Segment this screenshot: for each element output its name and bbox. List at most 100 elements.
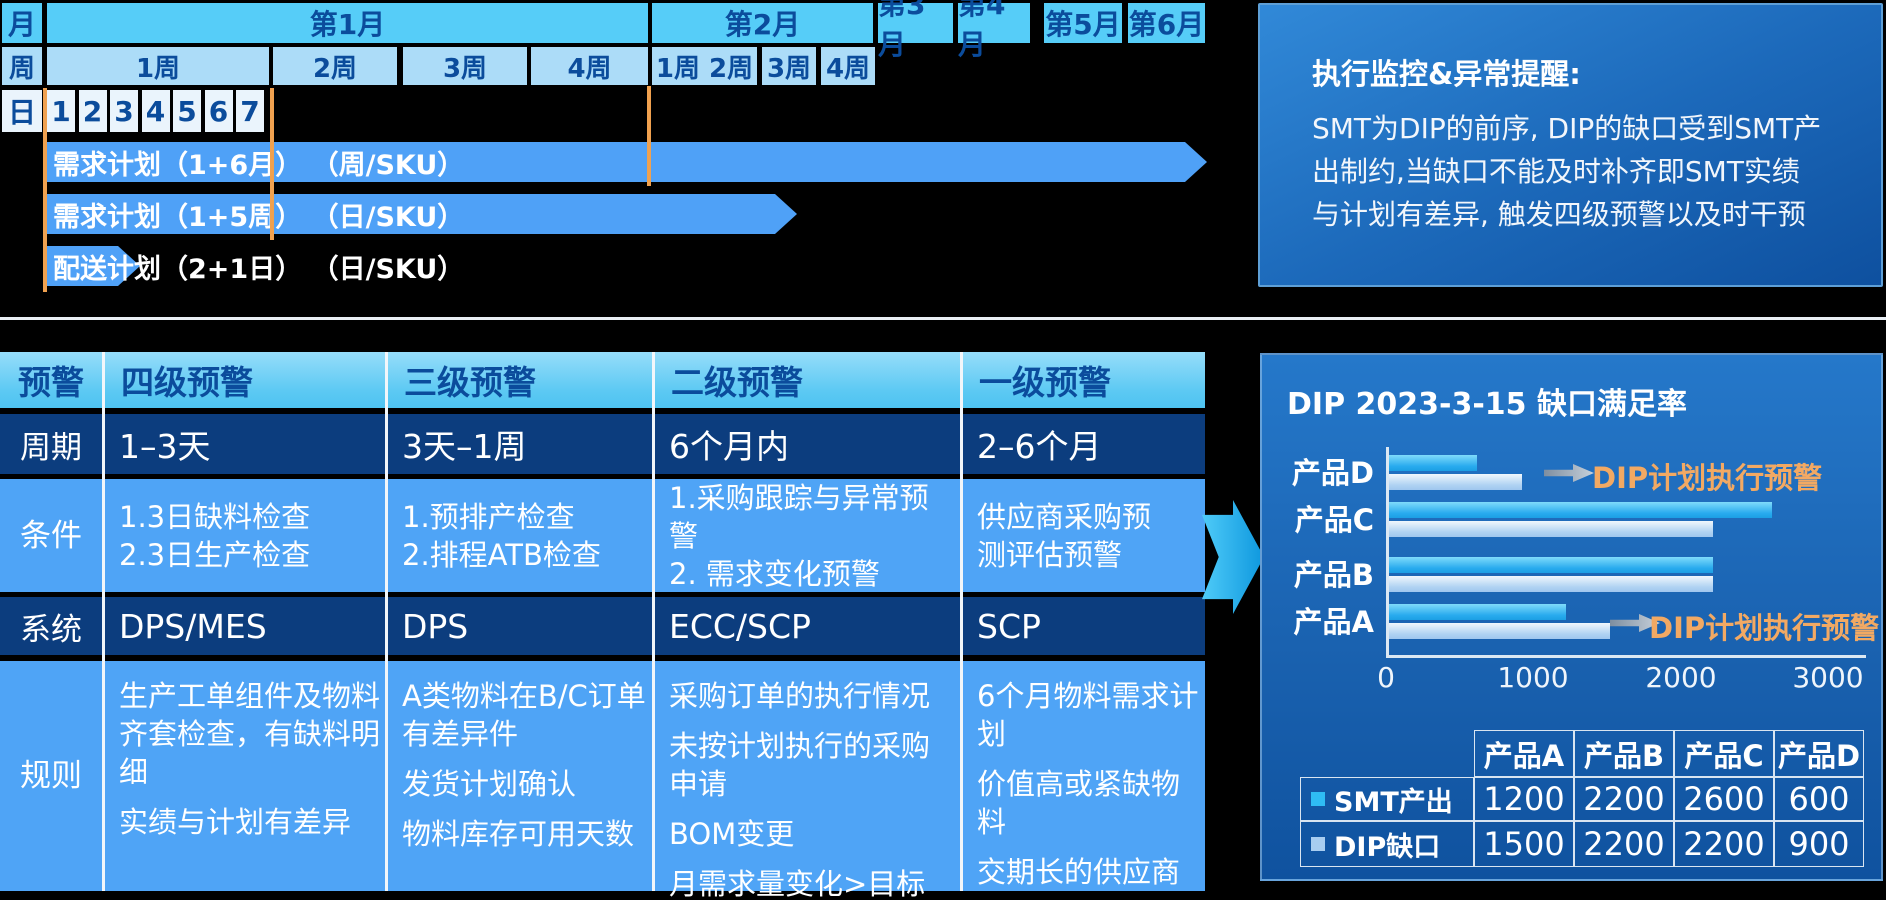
warning-cell: 1–3天 <box>105 414 385 474</box>
flow-arrow-icon <box>1202 500 1264 614</box>
bar-smt <box>1389 557 1713 573</box>
warning-rule-item: A类物料在B/C订单有差异件 <box>402 679 646 751</box>
gantt-plan-bar-label: 需求计划（1+6月） （周/SKU） <box>53 149 465 181</box>
warning-rule-item: 实绩与计划有差异 <box>119 805 352 839</box>
warning-cell: 采购订单的执行情况未按计划执行的采购申请 BOM变更月需求量变化>目标 <box>655 661 960 900</box>
warning-rule-item: 物料库存可用天数 <box>402 817 635 851</box>
bar-dip <box>1389 474 1522 490</box>
warning-cell: 6个月内 <box>655 414 960 474</box>
warning-cell: DPS <box>388 597 652 655</box>
x-tick-label: 2000 <box>1645 661 1717 694</box>
warning-rule-item: 生产工单组件及物料齐套检查，有缺料明细 <box>119 679 381 789</box>
dip-data-table: 产品A 产品B 产品C 产品D SMT产出 1200 2200 2600 600 DIP缺口 150… <box>1300 730 1866 867</box>
gantt-month-cell: 第5月 <box>1044 3 1122 43</box>
warning-rule-item: 未按计划执行的采购申请 <box>669 729 931 801</box>
bar-smt <box>1389 455 1477 471</box>
table-header-cell: 产品D <box>1774 730 1864 777</box>
warning-header-cell: 预警 <box>0 352 102 408</box>
gantt-week-cell: 4周 <box>531 47 648 85</box>
warning-cell: 生产工单组件及物料齐套检查，有缺料明细实绩与计划有差异 <box>105 661 385 891</box>
warning-cell: SCP <box>963 597 1205 655</box>
gantt-day-cell: 6 <box>204 90 233 132</box>
warning-cell: A类物料在B/C订单有差异件 发货计划确认 物料库存可用天数 <box>388 661 652 891</box>
legend-label: SMT产出 <box>1334 786 1453 818</box>
legend-swatch <box>1311 792 1325 806</box>
bar-dip <box>1389 576 1713 592</box>
gantt-plan-bar-arrow-icon <box>1185 142 1207 182</box>
bar-dip <box>1389 623 1610 639</box>
warning-level-table: 预警 四级预警 三级预警 二级预警 一级预警 周期 1–3天 3天–1周 6个月内 2–6个月 条件… <box>0 352 1205 900</box>
table-value-cell: 2600 <box>1674 777 1774 821</box>
gantt-axis-label-month: 月 <box>2 3 42 43</box>
table-header-cell: 产品C <box>1674 730 1774 777</box>
gantt-plan-bar <box>45 246 118 286</box>
gantt-day-cell: 4 <box>141 90 170 132</box>
milestone-line <box>270 88 274 240</box>
gantt-month-cell: 第4月 <box>958 0 1030 61</box>
warning-row-label: 系统 <box>0 597 102 655</box>
warning-cell: 2–6个月 <box>963 414 1205 474</box>
gantt-week-cell: 3周 <box>762 47 816 85</box>
gantt-week-cell: 4周 <box>821 47 875 85</box>
gantt-day-cell: 7 <box>236 90 264 132</box>
warning-rule-item: 采购订单的执行情况 <box>669 679 931 713</box>
milestone-line <box>647 86 651 186</box>
table-value-cell: 900 <box>1774 821 1864 867</box>
monitor-body: SMT为DIP的前序, DIP的缺口受到SMT产 出制约,当缺口不能及时补齐即S… <box>1312 112 1822 231</box>
table-header-cell: 产品A <box>1474 730 1574 777</box>
column-separator <box>960 352 963 891</box>
gantt-axis-label-day: 日 <box>2 90 42 132</box>
x-tick-label: 0 <box>1377 661 1395 694</box>
warning-row-label: 周期 <box>0 414 102 474</box>
warning-row-label: 条件 <box>0 479 102 592</box>
category-label: 产品C <box>1294 503 1374 537</box>
warning-row-label: 规则 <box>0 661 102 891</box>
monitor-panel: 执行监控&异常提醒: SMT为DIP的前序, DIP的缺口受到SMT产 出制约,… <box>1258 3 1883 287</box>
warning-cell: 1.预排产检查 2.排程ATB检查 <box>388 479 652 592</box>
gantt-week-cell: 2周 <box>273 47 397 85</box>
warning-cell: 6个月物料需求计划 价值高或紧缺物料 交期长的供应商 <box>963 661 1205 891</box>
table-row: DIP缺口 1500 2200 2200 900 <box>1300 821 1866 867</box>
gantt-timeline: 月周日第1月 第2月 第3月 第4月 第5月 第6月 1周 2周 3周 4周 1周 2周 3周 4周 1 2… <box>0 0 1215 300</box>
gantt-month-cell: 第6月 <box>1128 3 1205 43</box>
annotation-text: DIP计划执行预警 <box>1592 461 1823 495</box>
annotation-arrow-icon <box>1544 464 1594 482</box>
category-label: 产品A <box>1293 605 1374 639</box>
warning-header-cell: 四级预警 <box>105 352 385 408</box>
table-row: SMT产出 1200 2200 2600 600 <box>1300 777 1866 821</box>
warning-header-cell: 一级预警 <box>963 352 1205 408</box>
warning-rule-item: 月需求量变化>目标 <box>669 867 926 900</box>
warning-rule-item: 价值高或紧缺物料 <box>977 767 1181 839</box>
gantt-month-cell: 第1月 <box>47 3 648 43</box>
gantt-axis-label-week: 周 <box>2 47 42 85</box>
column-separator <box>652 352 655 891</box>
gantt-month-cell: 第2月 <box>652 3 873 43</box>
table-value-cell: 1500 <box>1474 821 1574 867</box>
legend-label: DIP缺口 <box>1334 831 1441 863</box>
legend-swatch <box>1311 837 1325 851</box>
gantt-plan-bar-label: 需求计划（1+5周） （日/SKU） <box>53 201 465 233</box>
bar-smt <box>1389 604 1566 620</box>
warning-cell: 3天–1周 <box>388 414 652 474</box>
table-value-cell: 600 <box>1774 777 1864 821</box>
warning-rule-item: BOM变更 <box>669 817 795 851</box>
warning-cell: 1.3日缺料检查 2.3日生产检查 <box>105 479 385 592</box>
gantt-plan-bar <box>45 142 1185 182</box>
table-header-row: 产品A 产品B 产品C 产品D <box>1300 730 1866 777</box>
gantt-plan-bar <box>45 194 775 234</box>
section-divider <box>0 317 1886 320</box>
warning-header-cell: 二级预警 <box>655 352 960 408</box>
gantt-plan-bar-label: 配送计划（2+1日） （日/SKU） <box>53 253 465 285</box>
gantt-plan-bar-arrow-icon <box>118 246 140 286</box>
warning-cell: 1.采购跟踪与异常预警 2. 需求变化预警 <box>655 479 960 592</box>
column-separator <box>102 352 105 891</box>
gantt-day-cell: 5 <box>173 90 201 132</box>
table-header-cell: 产品B <box>1574 730 1674 777</box>
dip-chart-panel: DIP 2023-3-15 缺口满足率 产品D 产品C 产品B 产品A 0 1000 200… <box>1260 353 1883 881</box>
gantt-week-cell: 1周 <box>47 47 269 85</box>
category-label: 产品B <box>1293 558 1374 592</box>
annotation-text: DIP计划执行预警 <box>1649 611 1880 645</box>
x-tick-label: 1000 <box>1497 661 1569 694</box>
table-corner-spacer <box>1300 730 1474 777</box>
table-row-label: SMT产出 <box>1300 777 1474 821</box>
